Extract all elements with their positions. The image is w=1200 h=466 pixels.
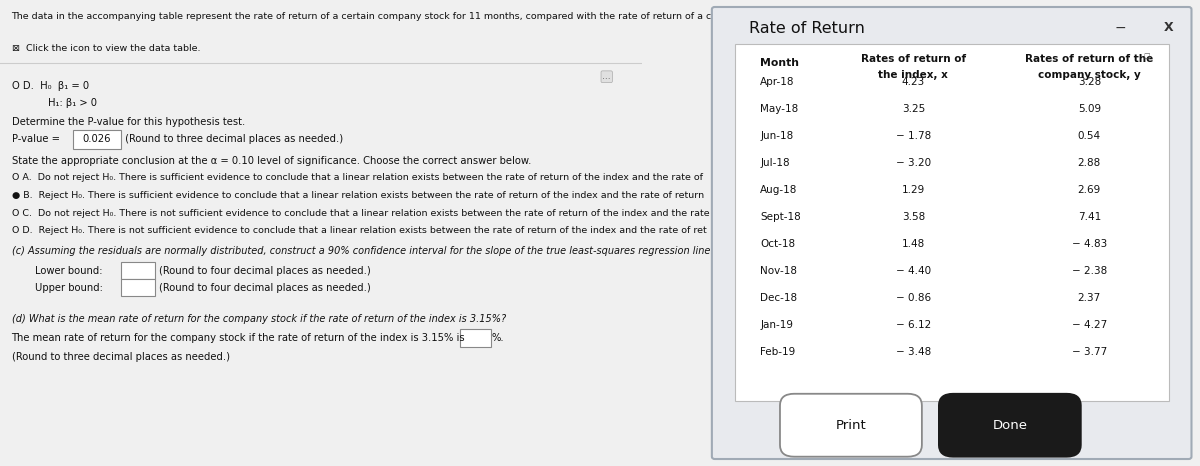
Text: − 4.83: − 4.83: [1072, 239, 1106, 249]
Text: 2.37: 2.37: [1078, 293, 1100, 303]
Text: Month: Month: [760, 58, 799, 68]
Text: (Round to four decimal places as needed.): (Round to four decimal places as needed.…: [160, 266, 371, 275]
Text: X: X: [1164, 21, 1174, 34]
Text: 3.28: 3.28: [1078, 77, 1100, 87]
Text: ...: ...: [602, 72, 611, 81]
Text: (c) Assuming the residuals are normally distributed, construct a 90% confidence : (c) Assuming the residuals are normally …: [12, 246, 713, 256]
Text: Rates of return of the: Rates of return of the: [1025, 54, 1153, 63]
Text: the index, x: the index, x: [878, 70, 948, 80]
Text: − 0.86: − 0.86: [895, 293, 931, 303]
Text: (Round to four decimal places as needed.): (Round to four decimal places as needed.…: [160, 283, 371, 293]
Text: Oct-18: Oct-18: [760, 239, 796, 249]
Text: ⊠  Click the icon to view the data table.: ⊠ Click the icon to view the data table.: [12, 44, 200, 53]
Text: Jan-19: Jan-19: [760, 320, 793, 330]
Text: Jul-18: Jul-18: [760, 158, 790, 168]
Text: Aug-18: Aug-18: [760, 185, 798, 195]
Text: 2.69: 2.69: [1078, 185, 1100, 195]
Text: State the appropriate conclusion at the α = 0.10 level of significance. Choose t: State the appropriate conclusion at the …: [12, 156, 530, 165]
Text: − 4.40: − 4.40: [895, 266, 931, 276]
Text: 3.58: 3.58: [901, 212, 925, 222]
Text: Apr-18: Apr-18: [760, 77, 794, 87]
Text: 7.41: 7.41: [1078, 212, 1100, 222]
Text: −: −: [1115, 21, 1127, 35]
Text: 2.88: 2.88: [1078, 158, 1100, 168]
Text: Determine the P-value for this hypothesis test.: Determine the P-value for this hypothesi…: [12, 117, 245, 127]
Text: (Round to three decimal places as needed.): (Round to three decimal places as needed…: [12, 352, 229, 362]
Text: The data in the accompanying table represent the rate of return of a certain com: The data in the accompanying table repre…: [12, 12, 1118, 21]
Text: 1.29: 1.29: [901, 185, 925, 195]
Text: O D.  Reject H₀. There is not sufficient evidence to conclude that a linear rela: O D. Reject H₀. There is not sufficient …: [12, 226, 707, 235]
FancyBboxPatch shape: [938, 394, 1081, 457]
Text: □: □: [1144, 53, 1150, 59]
Text: (Round to three decimal places as needed.): (Round to three decimal places as needed…: [122, 134, 343, 144]
Text: − 4.27: − 4.27: [1072, 320, 1106, 330]
Text: Print: Print: [835, 419, 866, 432]
Text: 0.026: 0.026: [83, 134, 112, 144]
Text: Nov-18: Nov-18: [760, 266, 797, 276]
Text: O A.  Do not reject H₀. There is sufficient evidence to conclude that a linear r: O A. Do not reject H₀. There is sufficie…: [12, 173, 702, 182]
Text: Lower bound:: Lower bound:: [35, 266, 103, 275]
Text: − 1.78: − 1.78: [895, 131, 931, 141]
Text: (d) What is the mean rate of return for the company stock if the rate of return : (d) What is the mean rate of return for …: [12, 314, 505, 323]
FancyBboxPatch shape: [734, 44, 1169, 401]
Text: − 3.48: − 3.48: [895, 347, 931, 357]
Text: − 3.77: − 3.77: [1072, 347, 1106, 357]
FancyBboxPatch shape: [121, 262, 155, 279]
Text: H₁: β₁ > 0: H₁: β₁ > 0: [48, 98, 97, 108]
FancyBboxPatch shape: [121, 279, 155, 296]
Text: Dec-18: Dec-18: [760, 293, 797, 303]
Text: ● B.  Reject H₀. There is sufficient evidence to conclude that a linear relation: ● B. Reject H₀. There is sufficient evid…: [12, 191, 703, 200]
Text: Done: Done: [992, 419, 1027, 432]
Text: Upper bound:: Upper bound:: [35, 283, 103, 293]
Text: Rates of return of: Rates of return of: [860, 54, 966, 63]
Text: company stock, y: company stock, y: [1038, 70, 1141, 80]
Text: − 6.12: − 6.12: [895, 320, 931, 330]
Text: 0.54: 0.54: [1078, 131, 1100, 141]
FancyBboxPatch shape: [72, 130, 121, 149]
Text: O D.  H₀  β₁ = 0: O D. H₀ β₁ = 0: [12, 81, 89, 91]
Text: May-18: May-18: [760, 104, 798, 114]
Text: %.: %.: [492, 333, 504, 343]
Text: Feb-19: Feb-19: [760, 347, 796, 357]
Text: Rate of Return: Rate of Return: [749, 21, 865, 36]
Text: The mean rate of return for the company stock if the rate of return of the index: The mean rate of return for the company …: [12, 333, 468, 343]
FancyBboxPatch shape: [460, 329, 491, 347]
Text: 5.09: 5.09: [1078, 104, 1100, 114]
Text: 3.25: 3.25: [901, 104, 925, 114]
Text: Jun-18: Jun-18: [760, 131, 793, 141]
FancyBboxPatch shape: [712, 7, 1192, 459]
Text: − 2.38: − 2.38: [1072, 266, 1106, 276]
Text: O C.  Do not reject H₀. There is not sufficient evidence to conclude that a line: O C. Do not reject H₀. There is not suff…: [12, 209, 709, 218]
FancyBboxPatch shape: [780, 394, 922, 457]
Text: 1.48: 1.48: [901, 239, 925, 249]
Text: Sept-18: Sept-18: [760, 212, 800, 222]
Text: − 3.20: − 3.20: [895, 158, 931, 168]
Text: P-value =: P-value =: [12, 134, 62, 144]
Text: 4.23: 4.23: [901, 77, 925, 87]
